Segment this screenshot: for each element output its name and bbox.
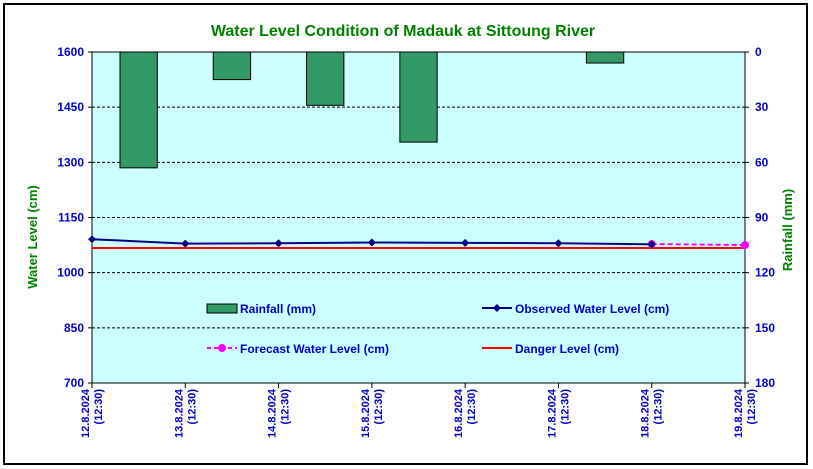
forecast-point bbox=[741, 241, 749, 250]
x-tick-label-time: (12:30) bbox=[186, 389, 198, 425]
rainfall-bars bbox=[119, 51, 625, 169]
left-tick-label: 1150 bbox=[58, 211, 84, 225]
legend-swatch-rainfall bbox=[206, 303, 238, 314]
observed-point bbox=[647, 240, 656, 249]
x-tick-label-date: 18.8.2024 bbox=[640, 388, 652, 438]
left-tick-label: 850 bbox=[64, 321, 84, 335]
right-tick-label: 30 bbox=[755, 100, 769, 114]
y-axis-left-title: Water Level (cm) bbox=[25, 185, 40, 289]
left-tick-label: 1600 bbox=[57, 45, 84, 59]
legend-item-observed: Observed Water Level (cm) bbox=[482, 302, 669, 316]
rainfall-bar bbox=[585, 51, 625, 64]
y-axis-right-title: Rainfall (mm) bbox=[780, 189, 795, 271]
observed-point bbox=[554, 239, 563, 248]
legend-item-danger: Danger Level (cm) bbox=[482, 342, 619, 356]
rainfall-bar bbox=[399, 51, 438, 143]
right-tick-label: 180 bbox=[755, 376, 775, 390]
x-tick-label-time: (12:30) bbox=[559, 389, 571, 425]
right-tick-label: 150 bbox=[755, 321, 775, 335]
left-tick-label: 1450 bbox=[57, 100, 84, 114]
x-tick-label-date: 17.8.2024 bbox=[546, 388, 558, 438]
x-tick-label-time: (12:30) bbox=[93, 389, 105, 425]
right-tick-label: 90 bbox=[755, 211, 769, 225]
right-axis-ticks: 0 30 60 90 120 150 180 bbox=[745, 45, 775, 390]
left-tick-label: 1000 bbox=[57, 266, 84, 280]
x-tick-label-date: 12.8.2024 bbox=[80, 388, 92, 438]
legend: Rainfall (mm) Observed Water Level (cm) … bbox=[206, 302, 669, 356]
x-tick-label-date: 19.8.2024 bbox=[733, 388, 745, 438]
x-tick-label-time: (12:30) bbox=[466, 389, 478, 425]
observed-point bbox=[367, 238, 376, 247]
observed-point bbox=[461, 238, 470, 247]
observed-point bbox=[181, 239, 190, 248]
legend-swatch-observed-marker bbox=[493, 304, 501, 312]
chart-title: Water Level Condition of Madauk at Sitto… bbox=[211, 23, 595, 40]
x-tick-label-time: (12:30) bbox=[746, 389, 758, 425]
legend-label-forecast: Forecast Water Level (cm) bbox=[240, 342, 389, 356]
x-tick-label-time: (12:30) bbox=[373, 389, 385, 425]
right-tick-label: 0 bbox=[755, 45, 762, 59]
legend-item-forecast: Forecast Water Level (cm) bbox=[207, 342, 389, 356]
series-lines bbox=[88, 235, 749, 250]
left-tick-label: 1300 bbox=[57, 155, 84, 169]
legend-swatch-forecast-marker bbox=[218, 344, 226, 352]
rainfall-bar bbox=[119, 51, 158, 169]
legend-label-danger: Danger Level (cm) bbox=[515, 342, 619, 356]
observed-point bbox=[274, 239, 283, 248]
rainfall-bar bbox=[212, 51, 252, 81]
x-tick-label-time: (12:30) bbox=[280, 389, 292, 425]
x-tick-label-date: 14.8.2024 bbox=[267, 388, 279, 438]
legend-label-rainfall: Rainfall (mm) bbox=[240, 302, 316, 316]
right-tick-label: 60 bbox=[755, 155, 769, 169]
right-tick-label: 120 bbox=[755, 266, 775, 280]
x-tick-label-date: 15.8.2024 bbox=[360, 388, 372, 438]
left-tick-label: 700 bbox=[64, 376, 84, 390]
rainfall-bar bbox=[306, 51, 345, 106]
x-tick-label-date: 13.8.2024 bbox=[173, 388, 185, 438]
legend-item-rainfall: Rainfall (mm) bbox=[206, 302, 316, 316]
left-axis-ticks: 1600 1450 1300 1150 1000 850 700 bbox=[57, 45, 92, 390]
legend-label-observed: Observed Water Level (cm) bbox=[515, 302, 669, 316]
observed-point bbox=[88, 235, 96, 244]
x-tick-label-date: 16.8.2024 bbox=[453, 388, 465, 438]
x-axis-ticks: 12.8.2024 (12:30) 13.8.2024 (12:30) 14.8.202… bbox=[80, 383, 758, 438]
x-tick-label-time: (12:30) bbox=[653, 389, 665, 425]
